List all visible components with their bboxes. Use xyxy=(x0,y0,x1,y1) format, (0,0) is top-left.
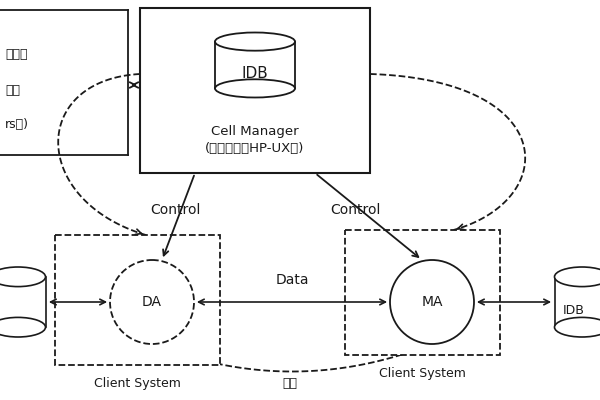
Circle shape xyxy=(390,260,474,344)
Bar xyxy=(554,277,600,327)
Text: 面组件: 面组件 xyxy=(5,48,28,62)
Bar xyxy=(215,42,295,88)
Text: DA: DA xyxy=(142,295,162,309)
Text: Cell Manager
(安装在内网HP-UX上): Cell Manager (安装在内网HP-UX上) xyxy=(205,124,305,156)
Text: Control: Control xyxy=(330,203,380,217)
Text: MA: MA xyxy=(421,295,443,309)
Text: Control: Control xyxy=(150,203,200,217)
Text: IDB: IDB xyxy=(242,66,268,80)
Text: Data: Data xyxy=(275,273,309,287)
Text: Client System: Client System xyxy=(379,367,466,380)
FancyBboxPatch shape xyxy=(55,235,220,365)
Ellipse shape xyxy=(554,318,600,337)
Text: IDB: IDB xyxy=(563,304,585,316)
Text: 网络: 网络 xyxy=(283,377,298,390)
Text: rs上): rs上) xyxy=(5,118,29,132)
Text: 内网: 内网 xyxy=(5,84,20,96)
Ellipse shape xyxy=(215,79,295,98)
FancyBboxPatch shape xyxy=(140,8,370,173)
Ellipse shape xyxy=(215,32,295,51)
Ellipse shape xyxy=(0,267,46,286)
Text: Client System: Client System xyxy=(94,377,181,390)
FancyBboxPatch shape xyxy=(345,230,500,355)
Ellipse shape xyxy=(0,318,46,337)
Bar xyxy=(0,277,46,327)
Circle shape xyxy=(110,260,194,344)
Ellipse shape xyxy=(554,267,600,286)
